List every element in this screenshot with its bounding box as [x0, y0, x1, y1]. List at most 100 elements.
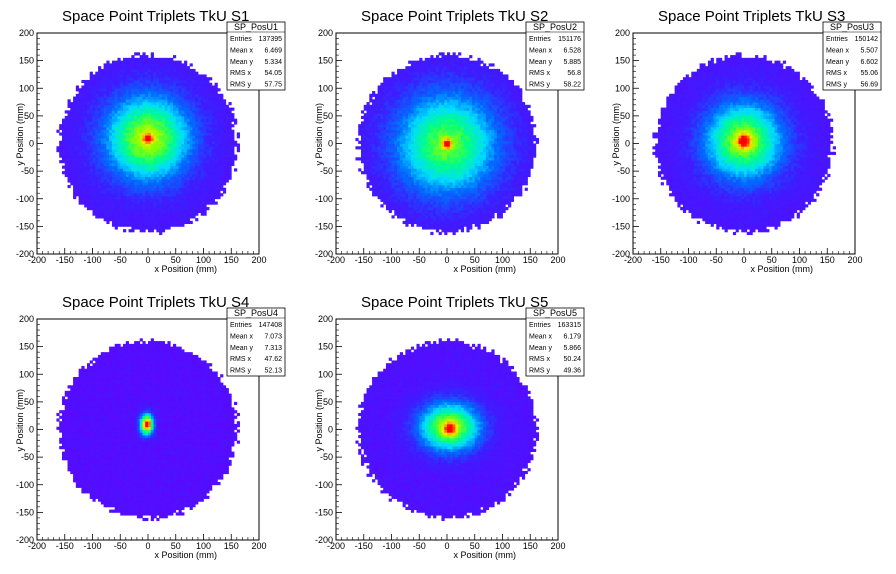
heatmap-cell — [408, 190, 411, 193]
heatmap-cell — [430, 135, 433, 138]
heatmap-cell — [65, 121, 68, 124]
heatmap-cell — [112, 66, 115, 69]
heatmap-cell — [93, 168, 96, 171]
heatmap-cell — [109, 97, 112, 100]
heatmap-cell — [397, 135, 400, 138]
heatmap-cell — [134, 97, 137, 100]
heatmap-cell — [444, 127, 447, 130]
heatmap-cell — [131, 196, 134, 199]
heatmap-cell — [148, 83, 151, 86]
heatmap-cell — [123, 94, 126, 97]
heatmap-cell — [403, 113, 406, 116]
heatmap-cell — [76, 174, 79, 177]
heatmap-cell — [134, 160, 137, 163]
heatmap-cell — [131, 221, 134, 224]
heatmap-cell — [181, 116, 184, 119]
heatmap-cell — [165, 97, 168, 100]
heatmap-cell — [101, 77, 104, 80]
heatmap-cell — [148, 188, 151, 191]
heatmap-cell — [151, 144, 154, 147]
heatmap-cell — [68, 146, 71, 149]
heatmap-cell — [204, 213, 207, 216]
heatmap-cell — [400, 174, 403, 177]
heatmap-cell — [436, 77, 439, 80]
heatmap-cell — [106, 66, 109, 69]
heatmap-cell — [93, 91, 96, 94]
heatmap-cell — [416, 207, 419, 210]
heatmap-cell — [416, 99, 419, 102]
heatmap-cell — [115, 105, 118, 108]
heatmap-cell — [170, 83, 173, 86]
heatmap-cell — [68, 152, 71, 155]
heatmap-cell — [430, 185, 433, 188]
heatmap-cell — [223, 168, 226, 171]
heatmap-cell — [101, 182, 104, 185]
heatmap-cell — [129, 138, 132, 141]
heatmap-cell — [397, 204, 400, 207]
heatmap-cell — [137, 155, 140, 158]
heatmap-cell — [405, 204, 408, 207]
heatmap-cell — [430, 157, 433, 160]
heatmap-cell — [414, 80, 417, 83]
heatmap-cell — [416, 124, 419, 127]
heatmap-cell — [173, 72, 176, 75]
heatmap-cell — [389, 207, 392, 210]
heatmap-cell — [444, 171, 447, 174]
heatmap-cell — [383, 185, 386, 188]
heatmap-cell — [198, 144, 201, 147]
heatmap-cell — [98, 213, 101, 216]
heatmap-cell — [414, 121, 417, 124]
heatmap-cell — [145, 168, 148, 171]
heatmap-cell — [129, 166, 132, 169]
heatmap-cell — [151, 202, 154, 205]
heatmap-cell — [112, 130, 115, 133]
heatmap-cell — [173, 132, 176, 135]
heatmap-cell — [93, 132, 96, 135]
heatmap-cell — [165, 224, 168, 227]
heatmap-cell — [187, 166, 190, 169]
heatmap-cell — [148, 157, 151, 160]
heatmap-cell — [419, 94, 422, 97]
heatmap-cell — [126, 80, 129, 83]
heatmap-cell — [159, 215, 162, 218]
heatmap-cell — [392, 152, 395, 155]
heatmap-cell — [383, 149, 386, 152]
heatmap-cell — [156, 80, 159, 83]
heatmap-cell — [104, 72, 107, 75]
heatmap-cell — [198, 196, 201, 199]
heatmap-cell — [198, 85, 201, 88]
heatmap-cell — [123, 80, 126, 83]
heatmap-cell — [120, 141, 123, 144]
heatmap-cell — [112, 91, 115, 94]
heatmap-cell — [204, 130, 207, 133]
heatmap-cell — [439, 221, 442, 224]
heatmap-cell — [416, 105, 419, 108]
heatmap-cell — [109, 149, 112, 152]
heatmap-cell — [369, 135, 372, 138]
heatmap-cell — [137, 144, 140, 147]
heatmap-cell — [154, 77, 157, 80]
heatmap-cell — [131, 63, 134, 66]
heatmap-cell — [422, 99, 425, 102]
heatmap-cell — [112, 149, 115, 152]
heatmap-cell — [392, 138, 395, 141]
heatmap-cell — [123, 141, 126, 144]
heatmap-cell — [145, 160, 148, 163]
heatmap-cell — [162, 185, 165, 188]
heatmap-cell — [204, 124, 207, 127]
heatmap-cell — [84, 155, 87, 158]
heatmap-cell — [165, 152, 168, 155]
heatmap-cell — [400, 119, 403, 122]
heatmap-cell — [98, 121, 101, 124]
heatmap-cell — [129, 190, 132, 193]
heatmap-cell — [190, 110, 193, 113]
heatmap-cell — [181, 85, 184, 88]
heatmap-cell — [231, 146, 234, 149]
heatmap-cell — [79, 199, 82, 202]
heatmap-cell — [397, 102, 400, 105]
heatmap-cell — [79, 182, 82, 185]
heatmap-cell — [151, 102, 154, 105]
heatmap-cell — [73, 113, 76, 116]
heatmap-cell — [179, 110, 182, 113]
heatmap-cell — [151, 193, 154, 196]
